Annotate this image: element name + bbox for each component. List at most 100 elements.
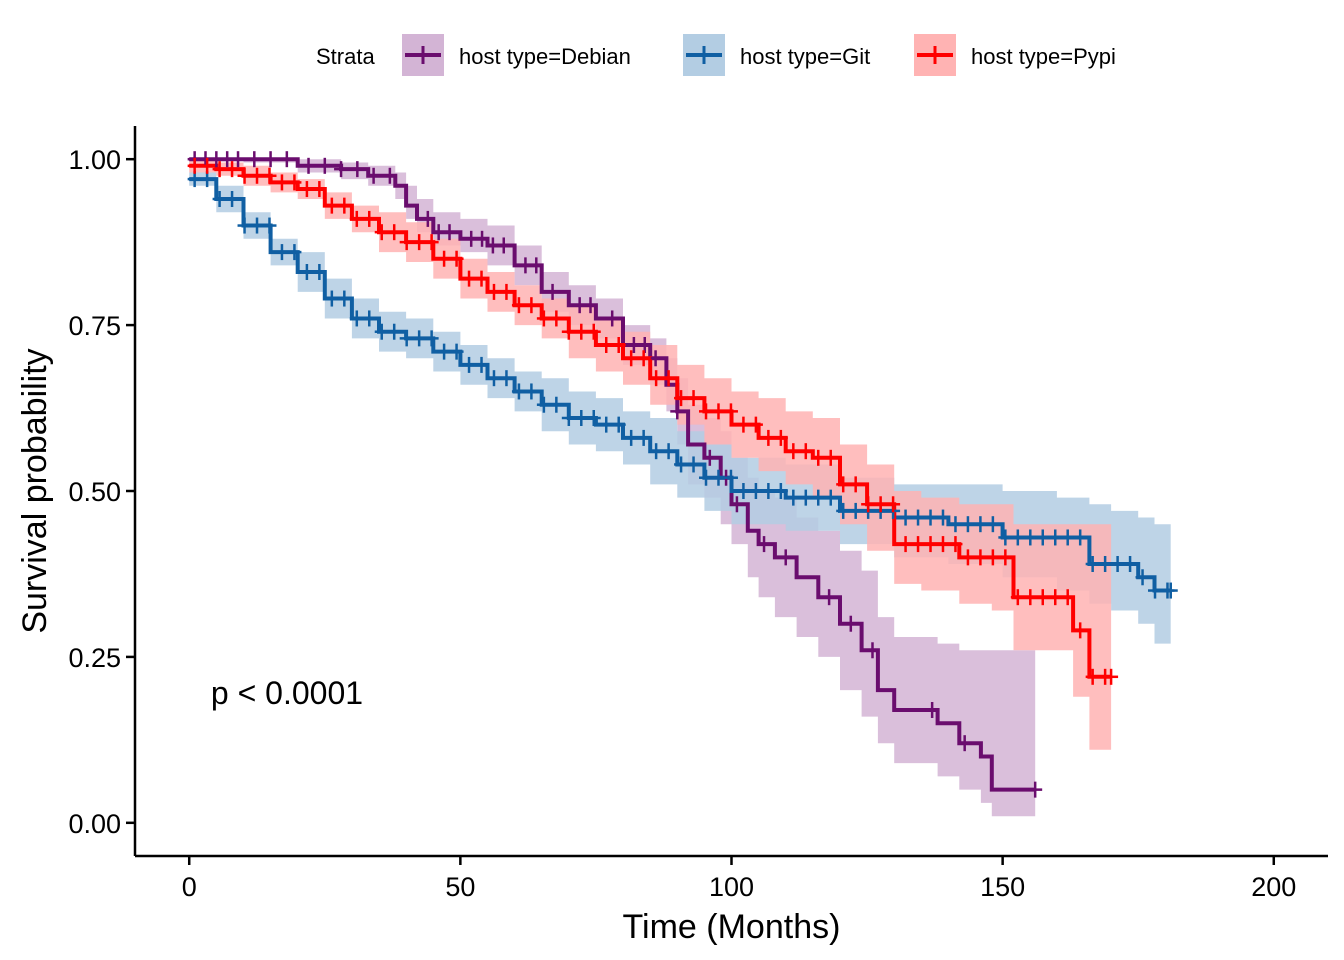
censor-mark-pypi	[524, 297, 539, 314]
censor-mark-git	[1135, 569, 1150, 586]
censor-mark-git	[1123, 556, 1138, 572]
censor-mark-pypi	[848, 476, 863, 493]
censor-mark-pypi	[362, 210, 377, 227]
censor-mark-pypi	[1104, 668, 1119, 685]
censor-mark-pypi	[449, 250, 464, 267]
censor-mark-git	[699, 469, 714, 486]
censor-mark-pypi	[200, 157, 215, 174]
censor-mark-pypi	[736, 416, 751, 433]
censor-mark-git	[337, 290, 352, 307]
censor-mark-git	[686, 456, 701, 473]
censor-mark-git	[711, 469, 726, 486]
x-tick-label: 50	[445, 872, 475, 902]
censor-mark-pypi	[312, 181, 327, 198]
censor-mark-debian	[670, 403, 685, 420]
censor-mark-pypi	[586, 323, 601, 340]
censor-mark-debian	[263, 151, 278, 168]
legend-label-git: host type=Git	[740, 44, 870, 69]
censor-mark-debian	[334, 161, 349, 178]
censor-mark-pypi	[511, 297, 526, 314]
censor-mark-debian	[529, 257, 544, 274]
censor-mark-pypi	[923, 536, 938, 553]
censor-mark-git	[823, 489, 838, 506]
censor-mark-git	[324, 290, 339, 307]
censor-mark-pypi	[274, 174, 289, 191]
censor-marks	[187, 151, 1178, 798]
censor-mark-git	[1073, 529, 1088, 546]
censor-mark-debian	[843, 615, 858, 632]
censor-mark-git	[524, 383, 539, 400]
censor-mark-pypi	[636, 350, 651, 367]
censor-mark-git	[262, 217, 277, 234]
y-tick-label: 0.00	[68, 809, 121, 839]
censor-mark-git	[462, 356, 477, 373]
censor-mark-pypi	[674, 390, 689, 407]
censor-mark-pypi	[786, 443, 801, 460]
censor-mark-git	[449, 343, 464, 360]
censor-mark-git	[225, 191, 240, 207]
censor-mark-git	[1048, 529, 1063, 546]
censor-mark-pypi	[836, 476, 851, 493]
censor-mark-pypi	[225, 161, 240, 178]
censor-mark-debian	[317, 157, 332, 174]
censor-mark-git	[649, 443, 664, 460]
censor-mark-git	[748, 483, 763, 499]
censor-mark-pypi	[911, 536, 926, 553]
censor-mark-git	[387, 323, 402, 340]
censor-mark-git	[948, 516, 963, 533]
censor-mark-pypi	[723, 403, 738, 420]
censor-mark-pypi	[960, 549, 975, 566]
censor-mark-git	[599, 416, 614, 433]
censor-mark-pypi	[823, 449, 838, 466]
censor-mark-debian	[729, 496, 744, 513]
censor-mark-debian	[957, 735, 972, 752]
x-tick-label: 0	[182, 872, 197, 902]
censor-mark-git	[773, 483, 788, 499]
censor-mark-git	[848, 502, 863, 519]
censor-mark-pypi	[549, 310, 564, 327]
x-tick-label: 100	[709, 872, 754, 902]
censor-mark-pypi	[474, 270, 489, 287]
censor-mark-pypi	[262, 167, 277, 184]
censor-mark-pypi	[424, 234, 439, 251]
censor-mark-debian	[366, 167, 381, 184]
censor-mark-git	[985, 516, 1000, 533]
censor-mark-pypi	[948, 536, 963, 553]
y-tick-label: 0.25	[68, 643, 121, 673]
censor-mark-pypi	[399, 234, 414, 251]
censor-mark-git	[574, 410, 589, 426]
censor-mark-pypi	[212, 161, 227, 178]
p-value-annotation: p < 0.0001	[211, 675, 363, 711]
censor-mark-pypi	[187, 157, 202, 174]
censor-mark-debian	[496, 237, 511, 254]
censor-mark-pypi	[898, 536, 913, 553]
censor-mark-pypi	[374, 224, 389, 241]
censor-mark-debian	[822, 589, 837, 606]
censor-mark-git	[786, 489, 801, 506]
censor-mark-debian	[1028, 781, 1043, 798]
censor-mark-debian	[757, 536, 772, 553]
censor-mark-pypi	[761, 429, 776, 446]
censor-mark-debian	[231, 151, 246, 168]
censor-mark-pypi	[711, 403, 726, 420]
censor-mark-git	[723, 469, 738, 486]
censor-mark-git	[973, 516, 988, 533]
censor-mark-pypi	[699, 403, 714, 420]
censor-mark-pypi	[748, 416, 763, 433]
censor-mark-debian	[301, 157, 316, 174]
censor-mark-git	[250, 217, 265, 234]
censor-mark-git	[935, 509, 950, 526]
x-tick-label: 200	[1251, 872, 1296, 902]
censor-mark-pypi	[935, 536, 950, 553]
y-tick-label: 1.00	[68, 145, 121, 175]
censor-mark-debian	[545, 283, 560, 300]
censor-mark-pypi	[886, 496, 901, 513]
censor-mark-debian	[865, 642, 880, 659]
censor-mark-git	[836, 502, 851, 519]
censor-mark-git	[911, 509, 926, 526]
censor-mark-git	[424, 330, 439, 347]
censor-mark-pypi	[324, 197, 339, 214]
censor-mark-pypi	[299, 181, 314, 198]
censor-mark-pypi	[985, 549, 1000, 566]
